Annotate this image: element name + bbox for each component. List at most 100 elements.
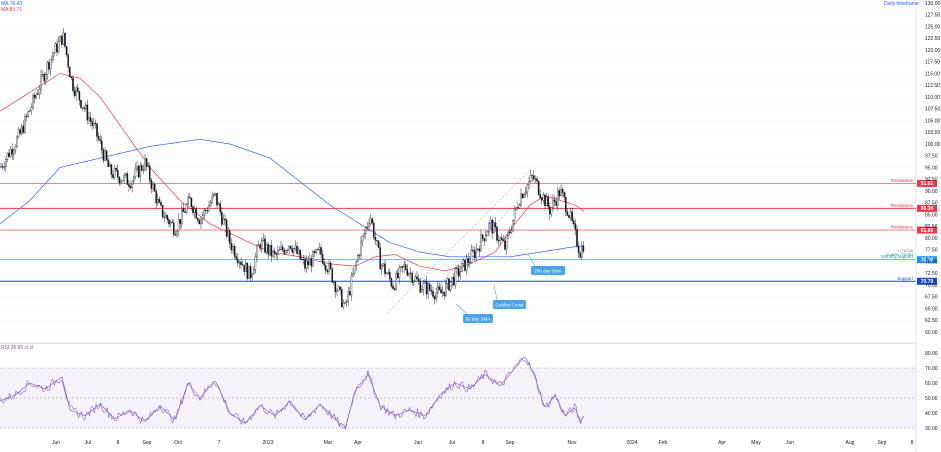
candle-body — [429, 283, 431, 291]
candle-body — [422, 282, 425, 290]
candle-body — [102, 149, 105, 161]
time-tick-label: Aug — [846, 440, 855, 446]
candle-body — [51, 55, 53, 60]
candle-body — [45, 74, 47, 82]
candle-body — [248, 266, 250, 279]
candle-body — [365, 227, 367, 234]
time-tick-label: 8 — [117, 440, 120, 446]
candle-body — [8, 152, 10, 157]
candle-body — [571, 211, 573, 222]
candle-body — [134, 168, 137, 178]
fib-label: 61.80% (75.96) — [886, 252, 914, 257]
price-tick-label: 110.00 — [925, 95, 940, 101]
candle-body — [374, 237, 377, 241]
candle-body — [281, 246, 284, 251]
candle-body — [454, 268, 457, 286]
annotation-text: 50 day SMA — [465, 316, 491, 321]
candle-body — [544, 194, 546, 207]
candle-body — [357, 255, 359, 262]
candle-body — [251, 273, 253, 278]
annotation-box — [463, 314, 493, 323]
candle-body — [142, 169, 145, 171]
candle-body — [542, 194, 545, 201]
candle-body — [334, 281, 337, 293]
candle-body — [65, 46, 68, 56]
price-tick-label: 117.50 — [925, 60, 940, 66]
candle-body — [440, 289, 442, 294]
candle-body — [232, 246, 234, 251]
candle-body — [526, 184, 529, 193]
candle-body — [371, 218, 373, 224]
candle-body — [33, 94, 36, 99]
candle-body — [358, 255, 361, 257]
candle-body — [385, 273, 388, 275]
candle-body — [171, 221, 173, 223]
candle-body — [69, 66, 71, 78]
candle-body — [361, 235, 364, 242]
trend-line-upper — [429, 176, 541, 295]
candle-body — [331, 268, 333, 283]
candle-body — [477, 248, 479, 250]
candle-body — [512, 219, 514, 232]
grid — [0, 2, 916, 333]
candle-body — [1, 165, 4, 168]
candle-body — [105, 150, 108, 161]
candle-body — [350, 275, 353, 296]
candle-body — [467, 258, 469, 264]
candle-body — [304, 259, 306, 269]
candle-body — [278, 249, 281, 251]
candle-body — [411, 272, 413, 283]
candle-body — [288, 245, 290, 251]
candle-body — [174, 234, 177, 236]
rsi-tick-label: 50.00 — [925, 396, 938, 402]
level-price-label: 75.39 — [921, 257, 934, 263]
candle-body — [302, 258, 305, 260]
rsi-tick-label: 40.00 — [925, 411, 938, 417]
price-tick-label: 102.50 — [925, 130, 941, 136]
candle-body — [445, 283, 447, 297]
price-tick-label: 130.00 — [925, 1, 941, 7]
candle-body — [510, 230, 513, 234]
candle-body — [449, 281, 452, 291]
candle-body — [480, 234, 482, 252]
candle-body — [392, 285, 394, 289]
candle-body — [409, 272, 412, 274]
candle-body — [505, 235, 508, 250]
time-tick-label: 8 — [911, 440, 914, 446]
candle-body — [169, 221, 172, 225]
price-tick-label: 82.50 — [925, 224, 938, 230]
candle-body — [262, 238, 265, 241]
candle-body — [173, 222, 175, 235]
candle-body — [347, 291, 349, 303]
time-tick-label: Jun — [786, 440, 794, 446]
candle-body — [285, 250, 287, 254]
candle-body — [464, 259, 466, 271]
candle-body — [253, 269, 255, 275]
candle-body — [225, 219, 228, 237]
candle-body — [24, 116, 26, 133]
price-tick-label: 120.00 — [925, 48, 941, 54]
candle-body — [536, 178, 538, 182]
candle-body — [198, 220, 201, 225]
candle-body — [462, 259, 465, 264]
candle-body — [101, 140, 103, 151]
candle-body — [77, 87, 79, 92]
candle-body — [317, 249, 319, 251]
candle-body — [245, 262, 247, 272]
candle-body — [104, 150, 106, 161]
ma200-path — [0, 138, 585, 258]
candle-body — [569, 211, 572, 218]
candle-body — [249, 266, 252, 278]
candle-body — [336, 290, 338, 293]
candle-body — [267, 244, 269, 255]
candle-body — [160, 202, 162, 206]
candle-body — [94, 122, 97, 124]
candle-body — [515, 207, 517, 210]
candle-body — [115, 168, 117, 171]
candle-body — [96, 123, 98, 137]
price-tick-label: 60.00 — [925, 330, 938, 336]
candle-body — [62, 32, 65, 45]
annotation-text: Golden Cross — [495, 302, 524, 307]
candle-body — [398, 267, 401, 279]
